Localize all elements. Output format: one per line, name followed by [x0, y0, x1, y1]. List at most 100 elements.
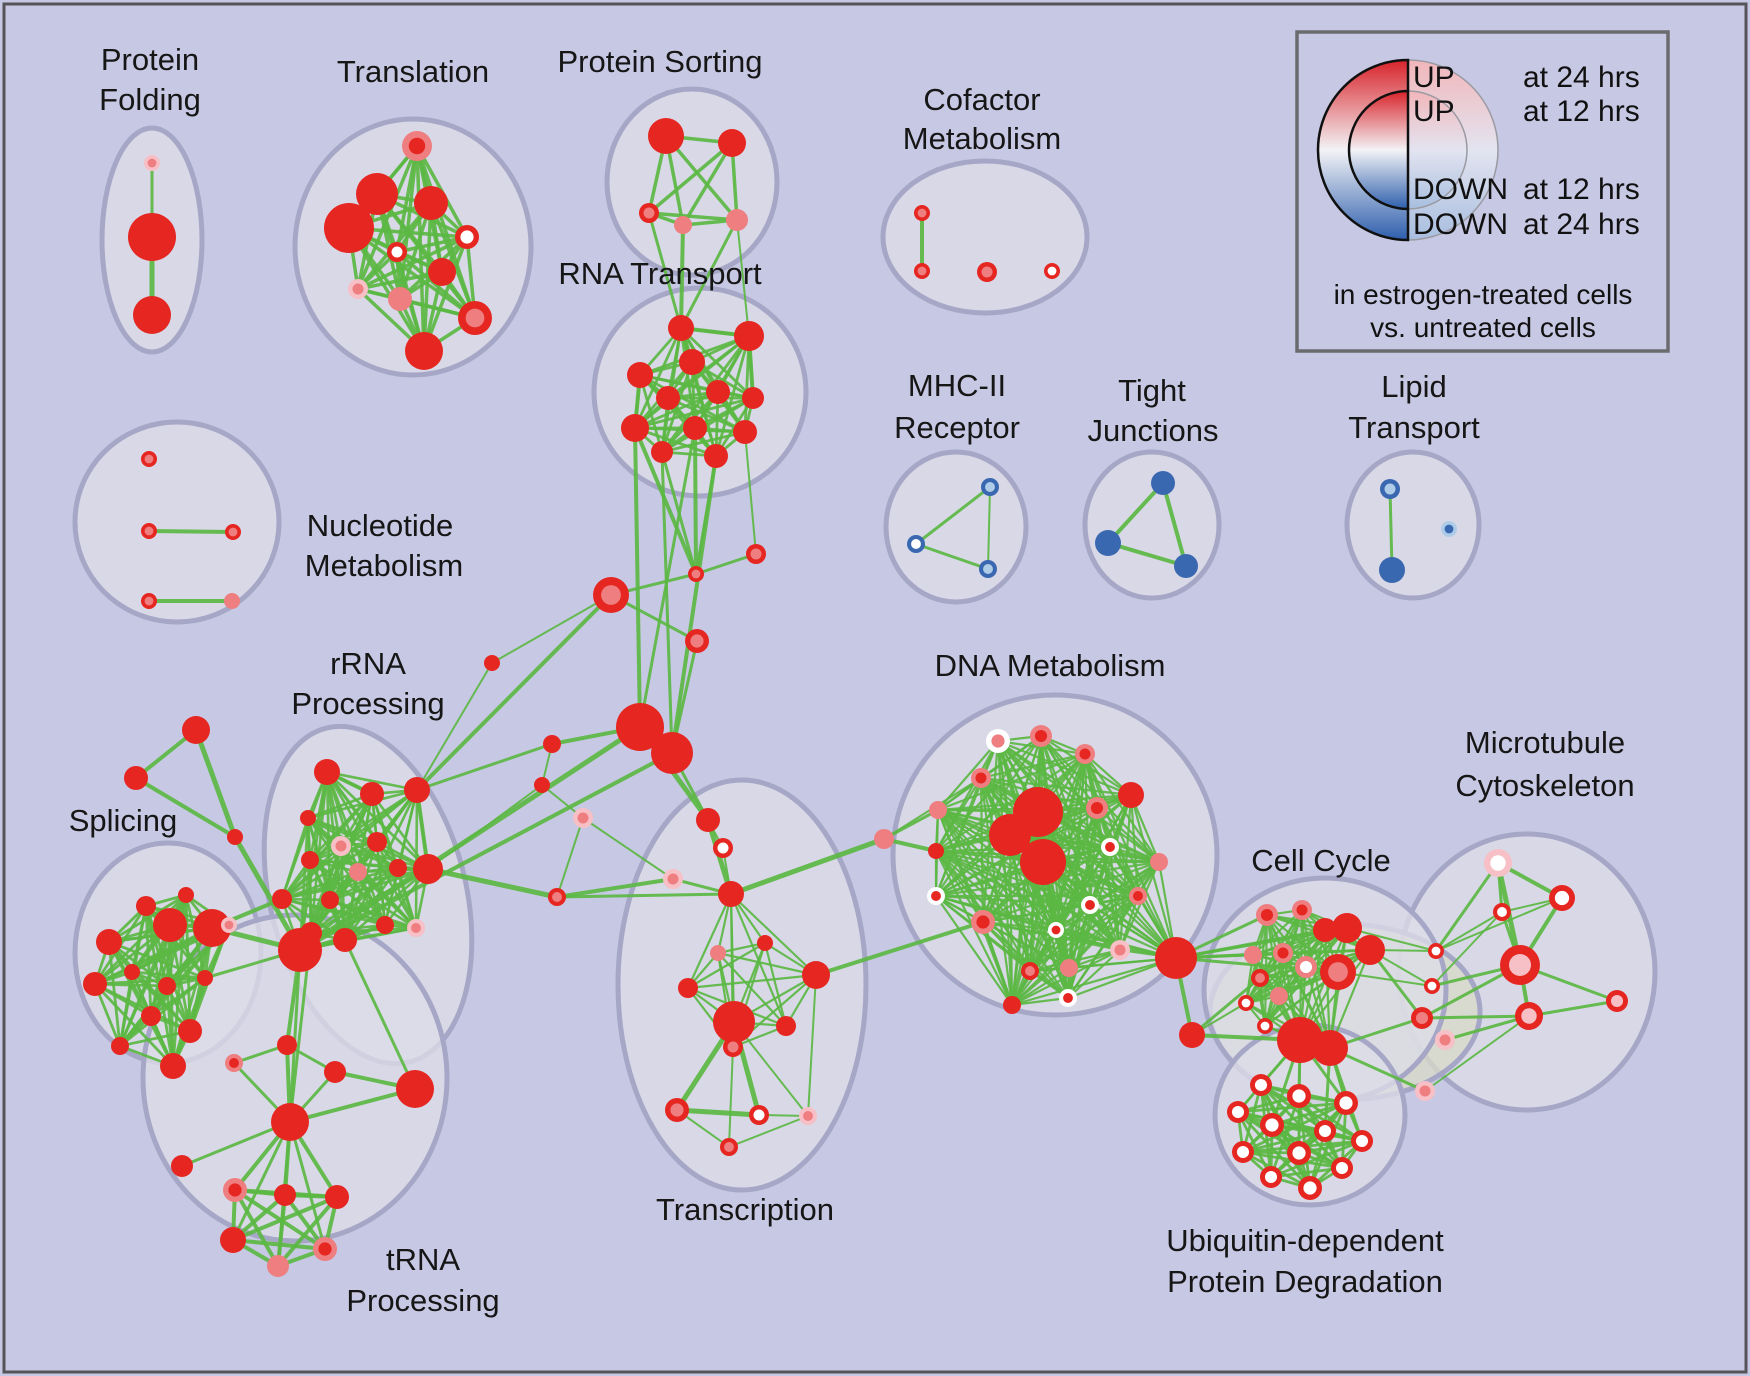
edge: [674, 1107, 762, 1118]
gene-node-core: [722, 1010, 746, 1034]
edge: [1420, 1014, 1531, 1020]
gene-node-core: [228, 527, 238, 537]
gene-node-core: [1024, 798, 1052, 826]
gene-node-core: [656, 126, 676, 146]
gene-node-core: [1292, 1146, 1306, 1160]
edge: [1346, 927, 1437, 952]
gene-node-core: [328, 1065, 342, 1079]
edge: [1010, 956, 1178, 1007]
gene-node-core: [393, 863, 403, 873]
edge: [934, 752, 1087, 853]
gene-node-core: [655, 445, 669, 459]
gene-node-core: [717, 842, 729, 854]
gene-node-core: [338, 933, 352, 947]
gene-node-core: [380, 920, 390, 930]
edge: [736, 219, 750, 337]
gene-node-core: [1114, 944, 1126, 956]
gene-node-core: [330, 1190, 344, 1204]
edge: [934, 849, 985, 924]
gene-node-core: [365, 787, 379, 801]
edge: [679, 223, 685, 330]
edge: [728, 1115, 809, 1148]
edge: [328, 866, 400, 902]
edge: [297, 724, 643, 953]
gene-node-core: [682, 982, 694, 994]
edge: [343, 938, 417, 1091]
gene-node-core: [690, 634, 704, 648]
edge: [914, 542, 990, 571]
gene-node-core: [404, 1078, 426, 1100]
gene-node-core: [727, 1041, 739, 1053]
edge: [425, 866, 560, 900]
edge: [1028, 894, 1140, 973]
edge: [936, 808, 1032, 973]
edge: [1066, 948, 1122, 1000]
edge: [934, 849, 1058, 932]
edge: [1008, 833, 1070, 1000]
edge: [1054, 894, 1140, 932]
gene-node-core: [1047, 266, 1057, 276]
edge: [582, 817, 674, 880]
gene-node-core: [1064, 963, 1074, 973]
gene-node-core: [487, 658, 497, 668]
gene-node-core: [976, 915, 990, 929]
gene-node-core: [365, 182, 389, 206]
edge: [1106, 481, 1165, 545]
gene-node-core: [465, 308, 485, 328]
gene-node-core: [1231, 1105, 1245, 1119]
edge: [981, 920, 1071, 970]
edge: [288, 948, 302, 1124]
gene-node-core: [1444, 524, 1454, 534]
gene-node-core: [753, 1109, 765, 1121]
gene-node-core: [803, 1111, 813, 1121]
gene-node-core: [411, 923, 421, 933]
edge: [556, 817, 584, 898]
gene-node-core: [1123, 787, 1139, 803]
legend-node-icon: [1347, 89, 1410, 211]
gene-node-core: [780, 1020, 792, 1032]
gene-node-core: [577, 812, 589, 824]
edge: [981, 920, 1058, 932]
edge: [491, 594, 612, 664]
gene-node-core: [626, 713, 654, 741]
gene-node-core: [688, 421, 702, 435]
gene-node-core: [1355, 1134, 1369, 1148]
edge: [1010, 948, 1122, 1007]
gene-node-core: [140, 900, 152, 912]
gene-node-core: [165, 1058, 181, 1074]
gene-node-core: [281, 1039, 293, 1051]
edge: [325, 770, 419, 792]
gene-node-core: [1427, 981, 1437, 991]
gene-node-core: [1431, 946, 1441, 956]
edge: [1010, 894, 1140, 1007]
edge: [1129, 793, 1140, 898]
edge: [1028, 903, 1092, 973]
gene-node-core: [661, 391, 675, 405]
gene-node-core: [325, 895, 335, 905]
gene-node-core: [391, 246, 403, 258]
edge: [686, 941, 767, 990]
gene-node-core: [1338, 919, 1356, 937]
edge: [1190, 976, 1262, 1037]
edge: [1443, 1014, 1531, 1042]
edge: [1424, 1015, 1530, 1092]
gene-node-core: [691, 569, 701, 579]
edge: [1010, 966, 1071, 1007]
gene-node-core: [352, 283, 364, 295]
edge: [308, 788, 419, 862]
gene-node-core: [981, 266, 993, 278]
gene-node-core: [746, 391, 760, 405]
gene-node-core: [730, 213, 744, 227]
gene-node-core: [1497, 907, 1507, 917]
edge: [1067, 860, 1161, 970]
gene-node-core: [552, 892, 562, 902]
cluster-cofactor-ellipse: [880, 158, 1090, 316]
edge: [694, 552, 758, 576]
gene-node-core: [670, 1103, 684, 1117]
gene-node-core: [1025, 966, 1035, 976]
gene-node-core: [371, 836, 383, 848]
edge: [981, 920, 1070, 1000]
gene-node-core: [129, 771, 143, 785]
gene-node-core: [1490, 855, 1506, 871]
